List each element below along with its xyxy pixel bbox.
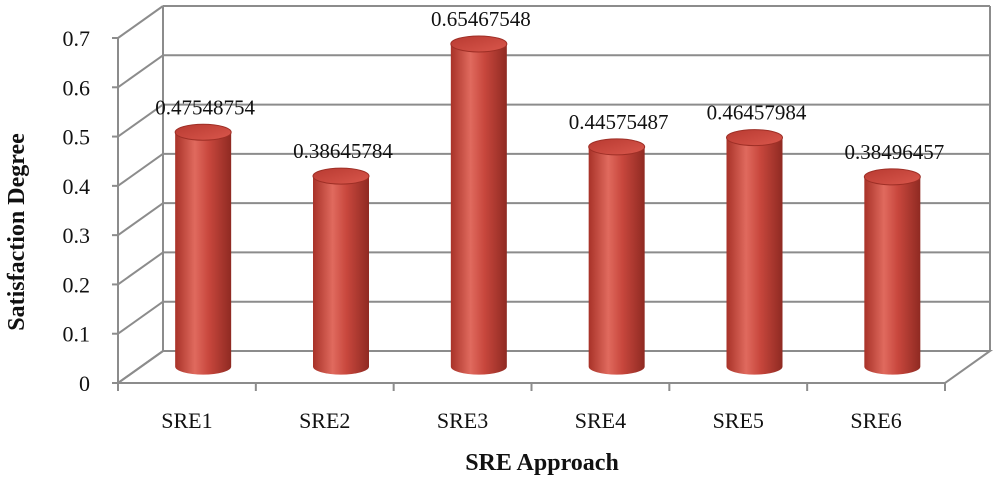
- x-tick-label: SRE5: [713, 408, 764, 433]
- y-tick-label: 0.1: [63, 322, 91, 347]
- axes: [112, 6, 994, 391]
- y-tick-label: 0.7: [63, 26, 91, 51]
- data-label: 0.38645784: [293, 139, 393, 163]
- y-tick-label: 0.6: [63, 75, 91, 100]
- x-tick-label: SRE6: [850, 408, 901, 433]
- gridline-0.4: [117, 152, 990, 187]
- gridline-0.1: [117, 300, 990, 335]
- data-label: 0.46457984: [707, 101, 807, 125]
- x-tick-label: SRE3: [437, 408, 488, 433]
- gridline-0.2: [117, 251, 990, 286]
- bars: [174, 35, 921, 375]
- x-tick-label: SRE1: [161, 408, 212, 433]
- x-tick-label: SRE4: [575, 408, 626, 433]
- y-tick-label: 0.3: [63, 223, 91, 248]
- data-label: 0.65467548: [431, 7, 531, 31]
- y-tick-label: 0.5: [63, 125, 91, 150]
- gridline-0.5: [117, 103, 990, 138]
- grid-lines: [117, 5, 990, 384]
- y-tick-label: 0.4: [63, 174, 91, 199]
- data-label: 0.44575487: [569, 110, 669, 134]
- data-label: 0.47548754: [155, 95, 255, 119]
- y-tick-label: 0: [79, 371, 90, 396]
- gridline-0.7: [117, 5, 990, 39]
- gridline-0: [117, 350, 990, 384]
- gridline-0.6: [117, 54, 990, 89]
- y-tick-label: 0.2: [63, 272, 91, 297]
- x-axis-title: SRE Approach: [465, 450, 619, 476]
- y-axis-title: Satisfaction Degree: [4, 133, 30, 331]
- bar-SRE2: [312, 167, 370, 375]
- data-label: 0.38496457: [844, 140, 944, 164]
- data-labels: 0.47548754 0.38645784 0.65467548 0.44575487…: [155, 7, 944, 164]
- bar-SRE6: [863, 168, 921, 375]
- x-tick-label: SRE2: [299, 408, 350, 433]
- y-tick-labels: 0 0.1 0.2 0.3 0.4 0.5 0.6 0.7: [63, 26, 91, 396]
- bar-SRE5: [726, 129, 783, 375]
- bar-SRE4: [588, 138, 646, 375]
- bar-SRE1: [174, 123, 232, 375]
- bar-SRE3: [450, 35, 508, 375]
- floor: [114, 350, 994, 384]
- gridline-0.3: [117, 202, 990, 236]
- x-tick-labels: SRE1 SRE2 SRE3 SRE4 SRE5 SRE6: [161, 408, 902, 433]
